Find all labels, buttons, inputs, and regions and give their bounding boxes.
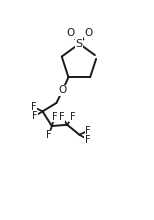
Text: F: F [46, 130, 52, 140]
Text: F: F [85, 135, 90, 145]
Text: S: S [76, 39, 83, 49]
Text: O: O [59, 85, 67, 95]
Text: F: F [59, 112, 65, 122]
Text: O: O [66, 28, 75, 38]
Text: F: F [69, 112, 75, 122]
Text: F: F [85, 126, 91, 136]
Text: O: O [84, 28, 92, 38]
Text: F: F [32, 111, 37, 121]
Text: F: F [52, 112, 57, 122]
Text: F: F [32, 102, 37, 112]
